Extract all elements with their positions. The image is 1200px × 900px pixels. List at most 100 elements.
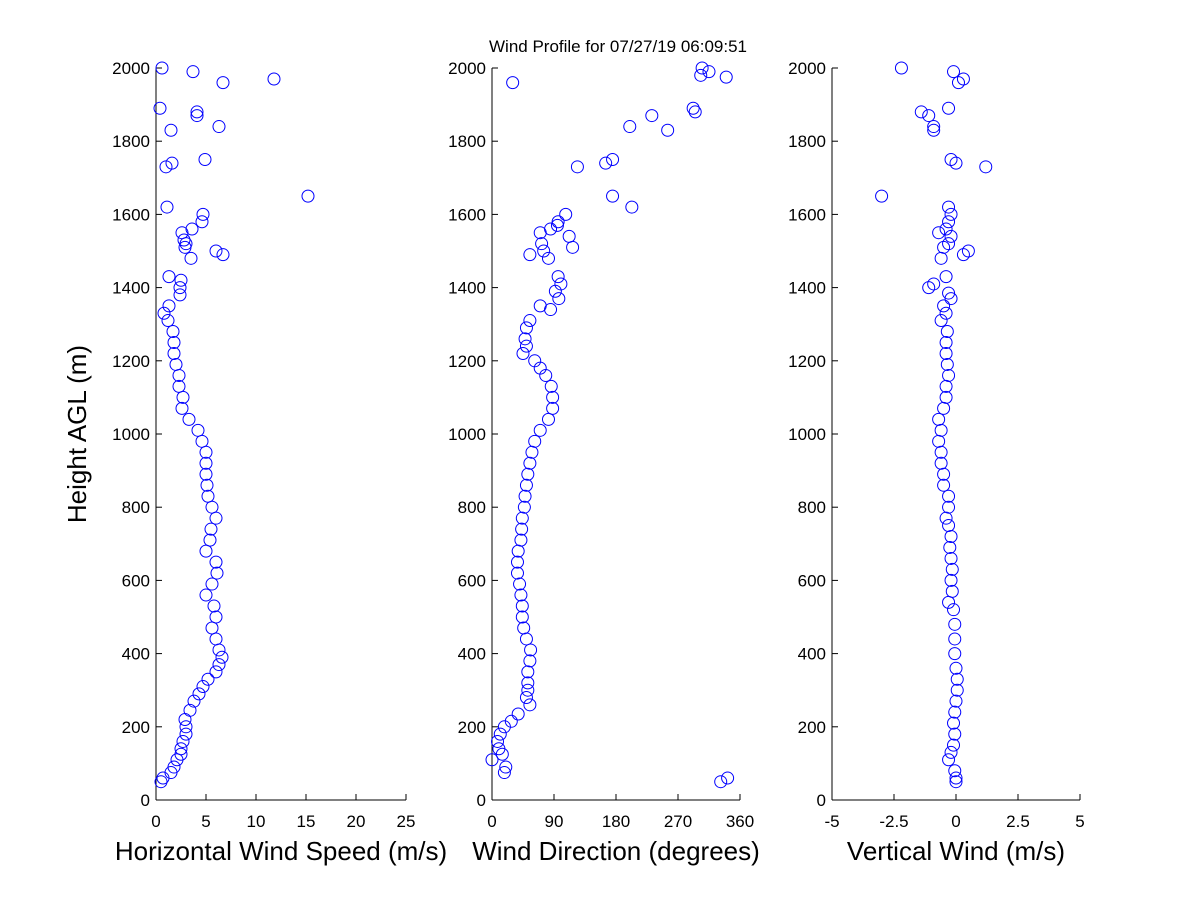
point: [182, 412, 196, 426]
x-tick-label: 2.5: [1006, 812, 1030, 831]
point: [528, 354, 542, 368]
point: [174, 273, 188, 287]
point: [566, 240, 580, 254]
point: [172, 379, 186, 393]
point: [544, 222, 558, 236]
point: [497, 766, 511, 780]
point: [554, 277, 568, 291]
point: [516, 346, 530, 360]
point: [514, 533, 528, 547]
point: [519, 339, 533, 353]
point: [944, 529, 958, 543]
point: [199, 544, 213, 558]
point: [173, 281, 187, 295]
point: [513, 577, 527, 591]
x-tick-label: 5: [201, 812, 210, 831]
point: [533, 423, 547, 437]
point: [200, 478, 214, 492]
point: [185, 222, 199, 236]
point: [207, 599, 221, 613]
point: [212, 658, 226, 672]
y-tick-label: 400: [798, 645, 826, 664]
y-tick-label: 1800: [788, 132, 826, 151]
point: [875, 189, 889, 203]
point: [519, 478, 533, 492]
point: [606, 153, 620, 166]
point: [156, 771, 170, 785]
x-tick-label: -2.5: [879, 812, 908, 831]
point: [493, 727, 507, 741]
point: [201, 672, 215, 686]
point: [947, 603, 961, 617]
y-tick-label: 800: [798, 498, 826, 517]
point: [162, 299, 176, 313]
point: [949, 156, 963, 170]
x-tick-label: 360: [726, 812, 754, 831]
point: [948, 647, 962, 661]
point: [932, 434, 946, 448]
point: [950, 672, 964, 686]
point: [570, 160, 584, 174]
point: [521, 665, 535, 679]
point: [937, 401, 951, 415]
point: [521, 676, 535, 690]
point: [939, 511, 953, 525]
x-axis-label: Vertical Wind (m/s): [847, 836, 1065, 866]
point: [562, 229, 576, 243]
y-tick-label: 200: [122, 718, 150, 737]
point: [191, 423, 205, 437]
point: [533, 299, 547, 313]
point: [541, 412, 555, 426]
point: [201, 489, 215, 503]
point: [942, 519, 956, 532]
point: [939, 379, 953, 393]
point: [519, 632, 533, 646]
point: [175, 401, 189, 415]
point: [199, 445, 213, 459]
point: [518, 489, 532, 503]
y-tick-label: 200: [798, 718, 826, 737]
x-tick-label: 0: [151, 812, 160, 831]
point: [894, 61, 908, 75]
point: [160, 200, 174, 214]
point: [945, 562, 959, 576]
point: [209, 555, 223, 569]
point: [661, 123, 675, 137]
point: [939, 270, 953, 284]
point: [934, 423, 948, 437]
point: [517, 500, 531, 514]
point: [943, 540, 957, 554]
point: [695, 61, 709, 75]
point: [209, 665, 223, 679]
point: [551, 270, 565, 284]
point: [184, 251, 198, 265]
point: [174, 747, 188, 761]
point: [177, 233, 191, 247]
point: [949, 661, 963, 675]
point: [510, 566, 524, 580]
point: [514, 588, 528, 602]
point: [198, 153, 212, 166]
point: [205, 577, 219, 591]
point: [195, 434, 209, 448]
y-tick-label: 1600: [788, 205, 826, 224]
point: [947, 65, 961, 79]
y-tick-label: 1400: [448, 279, 486, 298]
point: [606, 189, 620, 203]
point: [203, 533, 217, 547]
x-axis-label: Wind Direction (degrees): [472, 836, 760, 866]
point: [528, 434, 542, 448]
point: [515, 599, 529, 613]
y-tick-label: 200: [458, 718, 486, 737]
point: [961, 244, 975, 258]
point: [934, 456, 948, 470]
y-tick-label: 0: [817, 791, 826, 810]
point: [939, 306, 953, 320]
point: [544, 379, 558, 393]
point: [948, 617, 962, 631]
point: [205, 621, 219, 635]
point: [914, 105, 928, 119]
point: [174, 742, 188, 756]
y-tick-label: 600: [798, 571, 826, 590]
point: [491, 734, 505, 748]
